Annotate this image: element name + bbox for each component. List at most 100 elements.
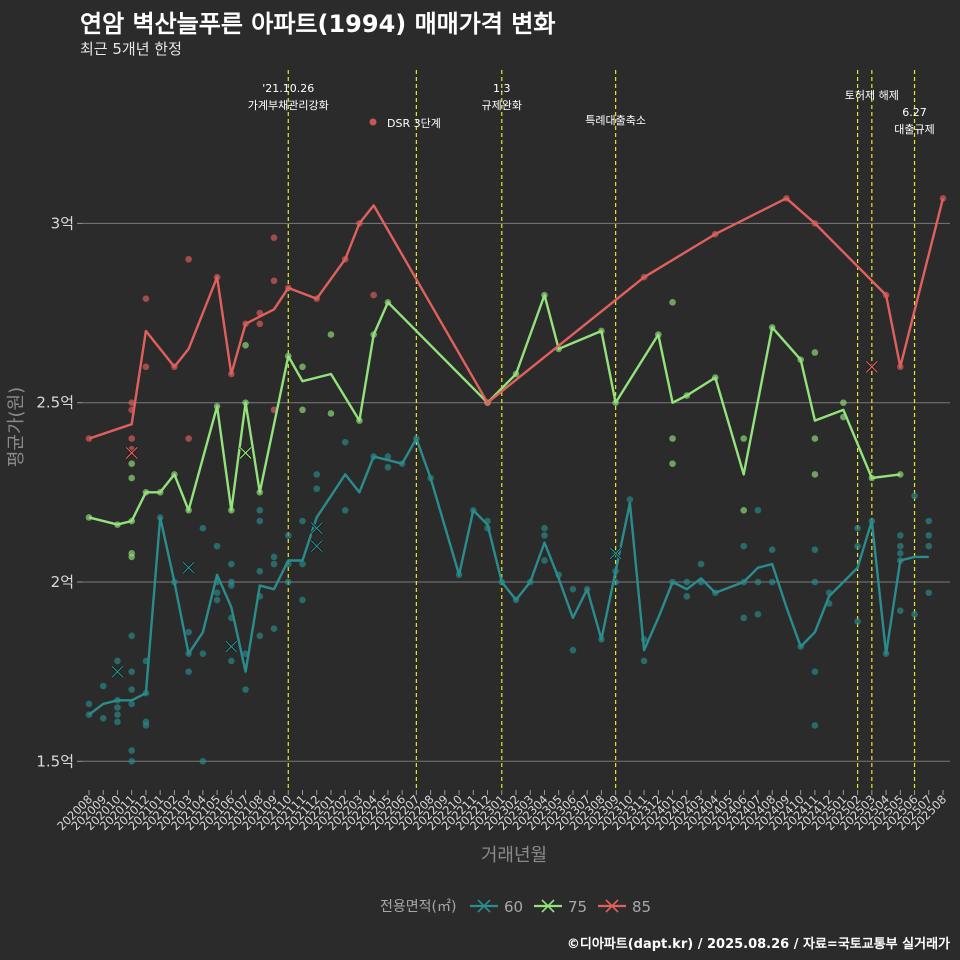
cancel-stroke bbox=[111, 665, 124, 678]
transaction-point bbox=[299, 560, 306, 568]
transaction-point bbox=[569, 646, 577, 654]
transaction-point bbox=[228, 657, 235, 665]
transaction-point bbox=[299, 596, 306, 604]
transaction-point bbox=[925, 517, 933, 525]
cancel-stroke bbox=[125, 446, 138, 459]
event-point-label: DSR 3단계 bbox=[387, 117, 441, 130]
legend-label: 60 bbox=[504, 898, 523, 916]
transaction-point bbox=[228, 560, 235, 568]
cancelled-marker bbox=[239, 446, 252, 460]
legend-item-60: 60 bbox=[470, 898, 523, 916]
transaction-point bbox=[185, 628, 192, 636]
transaction-point bbox=[939, 194, 947, 202]
cancelled-marker bbox=[310, 539, 324, 553]
x-axis-label: 거래년월 bbox=[481, 845, 547, 866]
event-label: 가계부채관리강화 bbox=[248, 99, 329, 112]
transaction-point bbox=[313, 471, 321, 478]
legend-swatch-cross bbox=[477, 899, 491, 913]
cancelled-marker bbox=[609, 546, 623, 560]
transaction-point bbox=[327, 410, 335, 417]
transaction-point bbox=[256, 632, 264, 640]
legend-label: 85 bbox=[632, 898, 651, 916]
transaction-point bbox=[99, 682, 107, 690]
transaction-point bbox=[185, 435, 192, 442]
transaction-point bbox=[142, 363, 150, 371]
transaction-point bbox=[811, 546, 819, 554]
series-line-85 bbox=[88, 197, 945, 440]
series-line-75 bbox=[88, 293, 901, 526]
transaction-point bbox=[284, 578, 292, 586]
cancel-stroke bbox=[310, 522, 323, 535]
transaction-point bbox=[811, 668, 819, 675]
legend: 전용면적(㎡) 60 75 85 bbox=[380, 898, 651, 916]
x-axis-ticks: 2020082020092020102020112020122021012021… bbox=[54, 790, 949, 833]
legend-label: 75 bbox=[568, 898, 587, 916]
transaction-point bbox=[114, 657, 121, 665]
transaction-point bbox=[199, 758, 207, 765]
transaction-point bbox=[128, 399, 135, 406]
transaction-point bbox=[541, 557, 548, 564]
cancel-stroke bbox=[609, 547, 622, 560]
transaction-point bbox=[299, 517, 306, 525]
transaction-point bbox=[341, 506, 349, 514]
transaction-point bbox=[114, 704, 121, 711]
cancelled-marker bbox=[310, 521, 324, 535]
transaction-point bbox=[199, 524, 207, 532]
transaction-point bbox=[754, 610, 762, 618]
transaction-point bbox=[213, 596, 221, 604]
transaction-point bbox=[99, 714, 107, 722]
event-label: '21.10.26 bbox=[262, 82, 314, 95]
transaction-point bbox=[541, 532, 548, 539]
chart-title: 연암 벽산늘푸른 아파트(1994) 매매가격 변화 bbox=[80, 10, 556, 38]
transaction-point bbox=[811, 471, 819, 478]
transaction-point bbox=[299, 363, 306, 371]
transaction-point bbox=[925, 589, 933, 597]
transaction-point bbox=[313, 485, 321, 493]
transaction-point bbox=[199, 650, 207, 658]
transaction-point bbox=[911, 610, 918, 618]
transaction-point bbox=[811, 349, 819, 356]
transaction-point bbox=[669, 435, 676, 442]
transaction-point bbox=[114, 711, 121, 718]
transaction-point bbox=[541, 524, 548, 532]
transaction-point bbox=[128, 758, 135, 765]
y-tick-label: 1.5억 bbox=[36, 752, 74, 770]
event-label: 토허제 해제 bbox=[845, 88, 899, 102]
transaction-point bbox=[384, 463, 392, 471]
cancel-stroke bbox=[182, 561, 195, 574]
transaction-point bbox=[256, 506, 264, 514]
cancelled-marker bbox=[182, 561, 196, 575]
transaction-point bbox=[669, 298, 676, 306]
transaction-point bbox=[128, 700, 135, 708]
transaction-point bbox=[270, 625, 278, 632]
cancelled-marker bbox=[865, 360, 879, 374]
transaction-point bbox=[384, 453, 392, 460]
transaction-point bbox=[811, 435, 819, 442]
cancel-stroke bbox=[310, 540, 323, 553]
legend-title: 전용면적(㎡) bbox=[380, 899, 456, 915]
transaction-point bbox=[754, 578, 762, 586]
cancel-stroke bbox=[865, 360, 878, 373]
event-label: 6.27 bbox=[902, 106, 927, 119]
transaction-point bbox=[270, 560, 278, 568]
transaction-point bbox=[341, 438, 349, 446]
transaction-point bbox=[114, 718, 121, 726]
transaction-point bbox=[242, 342, 249, 349]
transaction-point bbox=[256, 517, 264, 525]
transaction-point bbox=[840, 399, 847, 406]
y-axis-label: 평균가(원) bbox=[6, 387, 27, 467]
transaction-point bbox=[683, 593, 691, 600]
transaction-point bbox=[897, 550, 904, 557]
legend-swatch-cross bbox=[605, 899, 619, 913]
transaction-point bbox=[128, 474, 135, 482]
transaction-point bbox=[85, 700, 93, 708]
transaction-point bbox=[640, 657, 648, 665]
legend-swatch-cross bbox=[541, 899, 555, 913]
transaction-point bbox=[228, 582, 235, 589]
transaction-point bbox=[270, 234, 278, 242]
transaction-point bbox=[299, 406, 306, 414]
transaction-point bbox=[740, 435, 748, 442]
transaction-point bbox=[185, 255, 192, 263]
transaction-point bbox=[128, 668, 135, 675]
transaction-point bbox=[284, 532, 292, 539]
